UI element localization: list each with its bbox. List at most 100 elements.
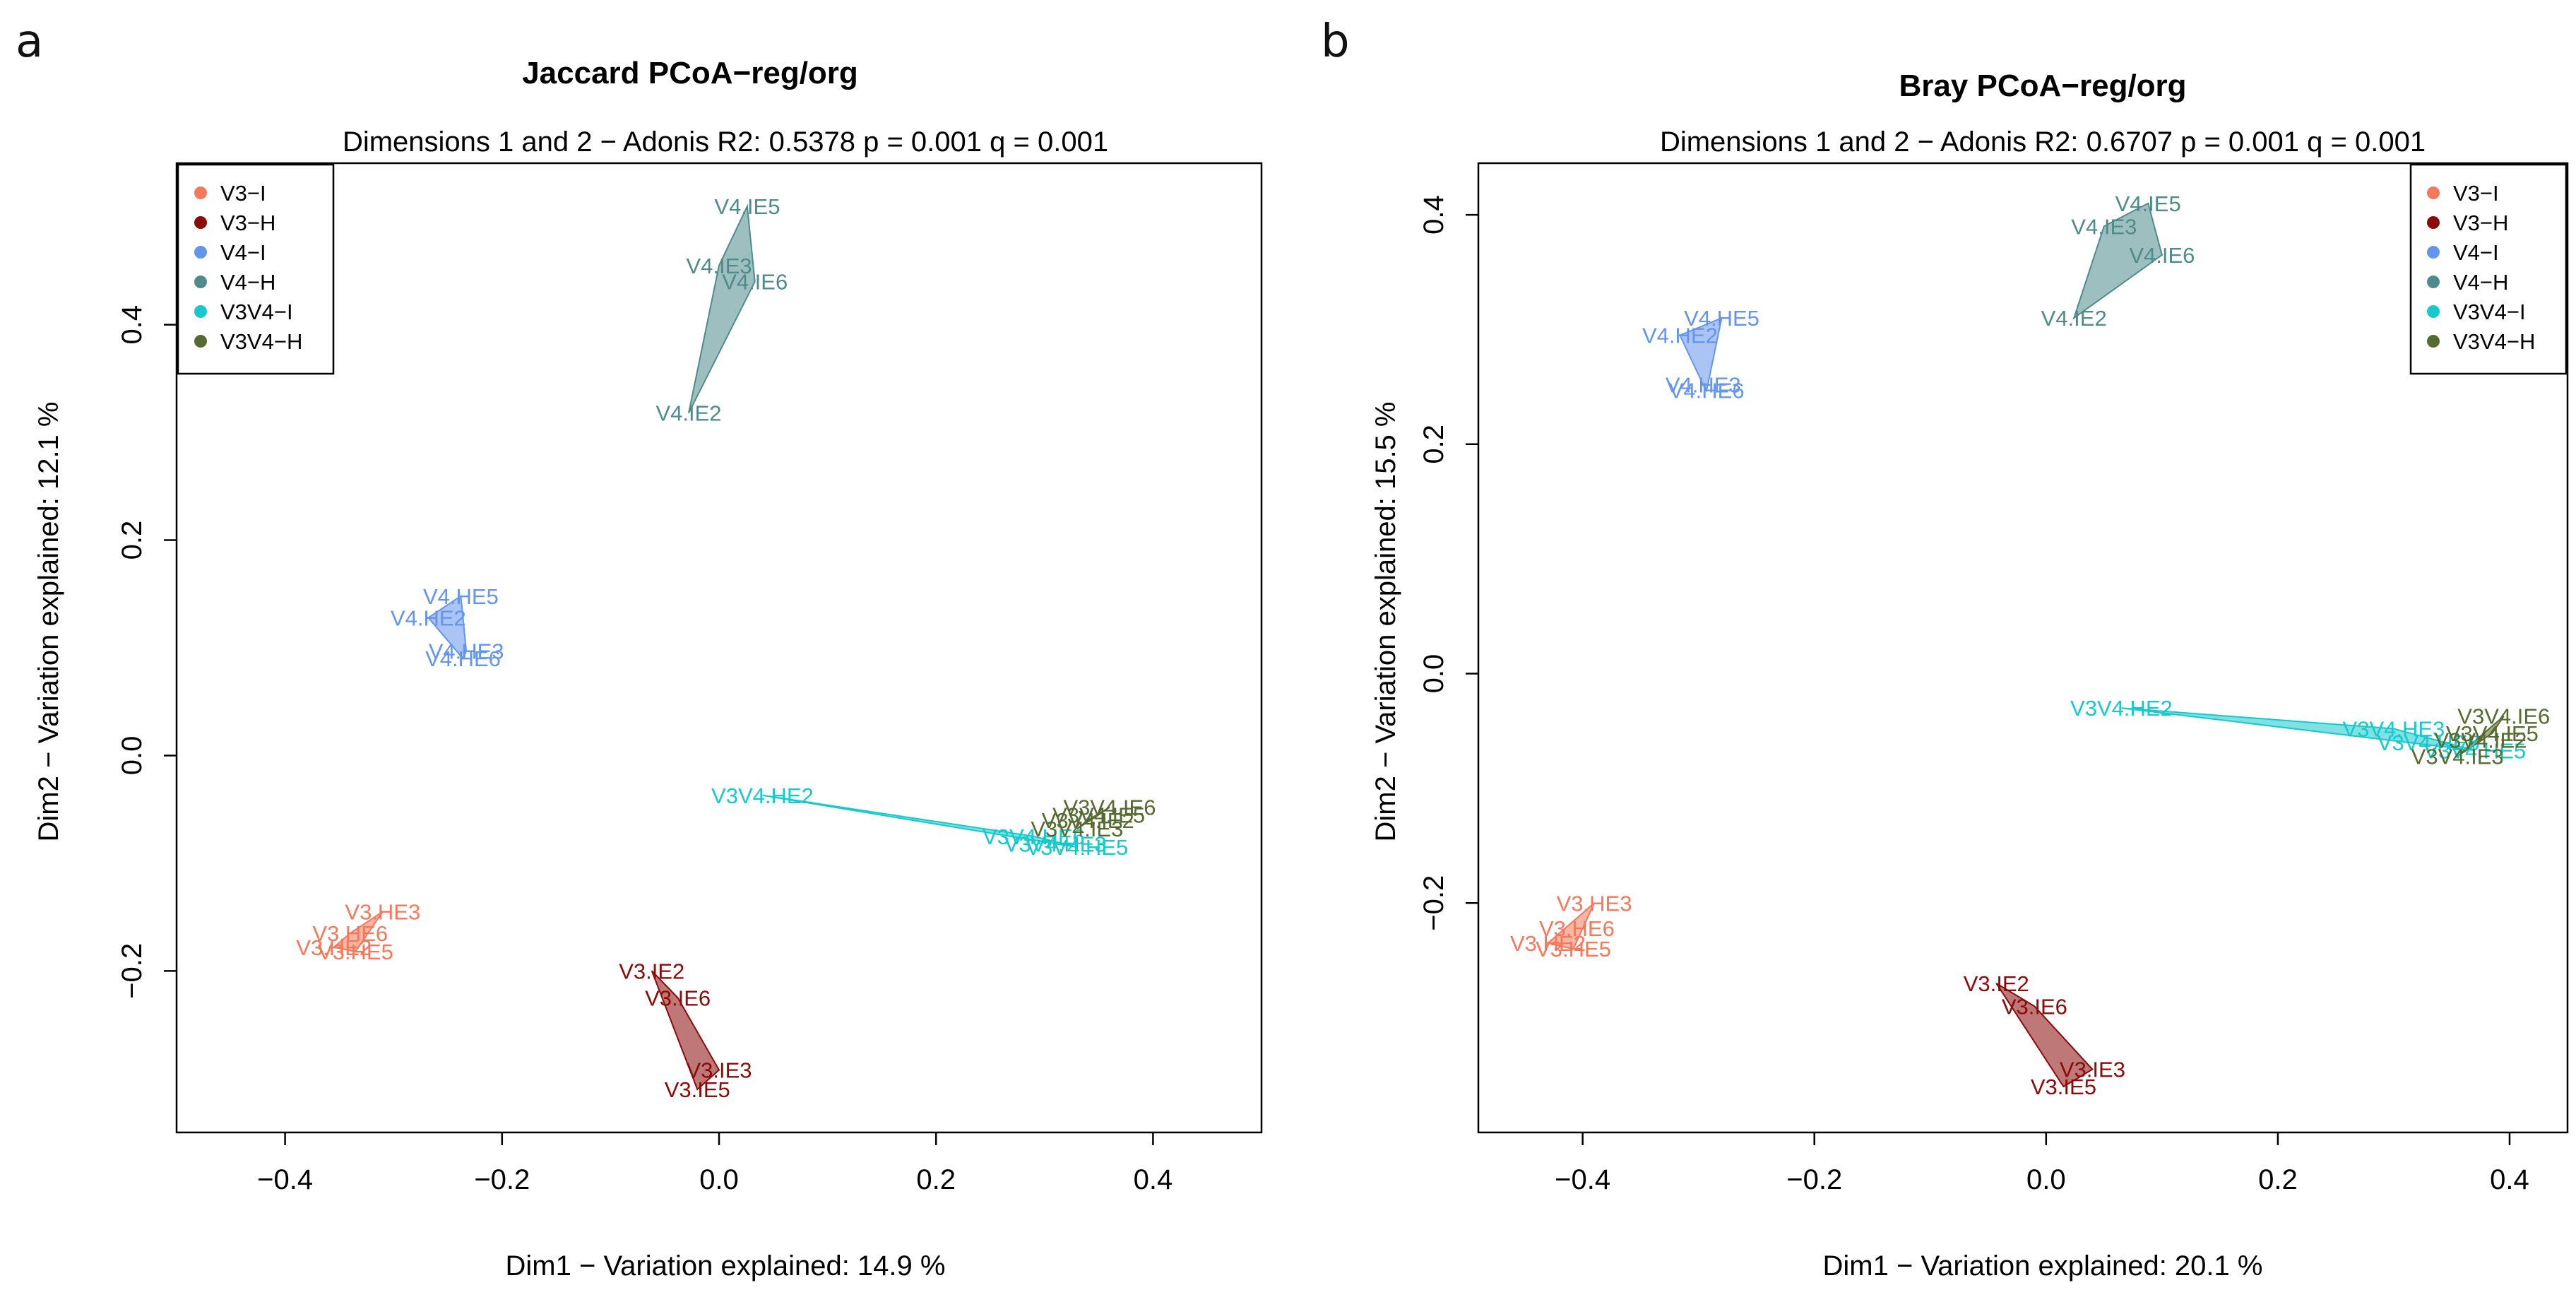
point-label: V4.HE6 bbox=[1669, 378, 1745, 403]
chart-panel-b: b Bray PCoA−reg/org Dimensions 1 and 2 −… bbox=[1288, 0, 2576, 1302]
hull-v4-h bbox=[688, 203, 756, 414]
point-label: V3V4.IE5 bbox=[2446, 721, 2539, 746]
point-label: V4.IE3 bbox=[2071, 214, 2137, 239]
legend-marker bbox=[194, 276, 207, 288]
point-label: V3.IE6 bbox=[2002, 994, 2067, 1019]
point-label: V4.HE2 bbox=[1642, 324, 1718, 348]
legend-marker bbox=[194, 305, 207, 318]
hull-v3-i bbox=[332, 911, 384, 953]
point-label: V4.HE2 bbox=[391, 605, 466, 630]
point-label: V4.HE3 bbox=[429, 639, 504, 664]
hull-v3v4-i bbox=[762, 794, 1078, 848]
legend-marker bbox=[2427, 187, 2440, 199]
point-label: V4.IE6 bbox=[722, 270, 788, 295]
y-tick-label: 0.0 bbox=[1418, 654, 1449, 694]
point-label: V4.IE2 bbox=[2041, 306, 2107, 331]
point-label: V3V4.HE6 bbox=[2378, 730, 2480, 755]
hull-v3-i bbox=[1546, 902, 1595, 950]
hull-v3-h bbox=[651, 970, 720, 1091]
legend-marker bbox=[2427, 276, 2440, 288]
x-tick-label: −0.2 bbox=[474, 1164, 530, 1195]
point-label: V3V4.HE2 bbox=[711, 783, 814, 808]
hull-v4-i bbox=[1679, 316, 1723, 393]
point-label: V3.IE6 bbox=[645, 986, 711, 1010]
point-label: V3V4.HE3 bbox=[2343, 716, 2445, 741]
point-label: V4.HE6 bbox=[425, 646, 501, 671]
hull-v3-h bbox=[1995, 983, 2094, 1088]
legend-entry: V3V4−I bbox=[220, 300, 293, 324]
point-label: V4.IE3 bbox=[686, 254, 752, 278]
point-label: V3.HE3 bbox=[345, 899, 420, 924]
point-label: V4.IE6 bbox=[2129, 243, 2195, 268]
point-label: V3V4.HE6 bbox=[983, 824, 1085, 849]
point-label: V3.HE6 bbox=[1539, 916, 1615, 941]
point-label: V3.IE3 bbox=[686, 1058, 752, 1083]
legend-entry: V3−I bbox=[220, 181, 266, 206]
point-label: V4.HE5 bbox=[1684, 306, 1759, 331]
point-label: V4.IE2 bbox=[655, 401, 721, 426]
point-label: V3V4.IE6 bbox=[2457, 704, 2550, 729]
x-axis-label: Dim1 − Variation explained: 14.9 % bbox=[506, 1250, 946, 1282]
point-label: V3V4.IE2 bbox=[1042, 808, 1134, 833]
point-label: V3V4.HE5 bbox=[1026, 835, 1128, 860]
legend-marker bbox=[2427, 305, 2440, 318]
hull-v3v4-h bbox=[1076, 806, 1110, 829]
chart-subtitle: Dimensions 1 and 2 − Adonis R2: 0.6707 p… bbox=[1660, 126, 2426, 158]
y-tick-label: 0.2 bbox=[117, 521, 148, 560]
point-label: V3.HE3 bbox=[1557, 891, 1632, 916]
point-label: V3.HE5 bbox=[318, 940, 393, 964]
plot-area: −0.4 −0.2 0.0 0.2 0.4−0.20.00.20.4V3.HE3V3.H… bbox=[1418, 162, 2569, 1195]
point-label: V3V4.HE2 bbox=[2070, 696, 2173, 721]
point-label: V4.IE5 bbox=[2115, 191, 2181, 216]
hull-v3v4-h bbox=[2457, 715, 2505, 757]
x-tick-label: −0.4 bbox=[1555, 1164, 1610, 1195]
point-label: V3V4.IE2 bbox=[2434, 728, 2527, 753]
chart-title: Jaccard PCoA−reg/org bbox=[522, 56, 858, 90]
x-tick-label: 0.4 bbox=[2490, 1164, 2529, 1195]
hull-v3v4-i bbox=[2121, 707, 2476, 752]
legend-entry: V4−H bbox=[220, 270, 275, 295]
point-label: V4.IE5 bbox=[714, 194, 780, 219]
y-tick-label: 0.4 bbox=[117, 305, 148, 345]
x-tick-label: 0.0 bbox=[2026, 1164, 2066, 1195]
chart-subtitle: Dimensions 1 and 2 − Adonis R2: 0.5378 p… bbox=[343, 126, 1108, 158]
point-label: V3.HE2 bbox=[296, 935, 372, 960]
point-label: V3.HE5 bbox=[1536, 937, 1611, 961]
x-tick-label: 0.2 bbox=[2258, 1164, 2298, 1195]
legend-entry: V4−I bbox=[220, 240, 266, 265]
legend-entry: V3V4−H bbox=[2453, 329, 2535, 354]
y-tick-label: 0.2 bbox=[1418, 425, 1449, 464]
y-tick-label: −0.2 bbox=[1418, 875, 1449, 931]
plot-frame bbox=[1477, 162, 2569, 1134]
point-label: V3V4.IE3 bbox=[1031, 817, 1123, 841]
legend-entry: V4−H bbox=[2453, 270, 2508, 295]
point-label: V3.IE2 bbox=[1964, 971, 2029, 996]
chart-title: Bray PCoA−reg/org bbox=[1899, 69, 2186, 103]
point-label: V3.HE2 bbox=[1510, 931, 1586, 956]
x-tick-label: 0.2 bbox=[916, 1164, 956, 1195]
legend-marker bbox=[194, 335, 207, 348]
legend: V3−I V3−H V4−I V4−H V3V4−I V3V4−H bbox=[177, 163, 335, 375]
panel-letter-a: a bbox=[16, 16, 43, 68]
legend-entry: V3V4−H bbox=[220, 329, 302, 354]
point-label: V3V4.HE5 bbox=[2423, 738, 2526, 763]
point-label: V3.HE6 bbox=[312, 921, 388, 946]
chart-b: b Bray PCoA−reg/org Dimensions 1 and 2 −… bbox=[1321, 16, 2569, 1282]
plot-area: −0.4 −0.2 0.0 0.2 0.4−0.20.00.20.4V3.HE3V3.H… bbox=[117, 162, 1263, 1195]
y-tick-label: 0.0 bbox=[117, 736, 148, 776]
point-label: V4.HE3 bbox=[1666, 372, 1741, 397]
x-tick-label: −0.4 bbox=[257, 1164, 313, 1195]
y-axis-label: Dim2 − Variation explained: 12.1 % bbox=[33, 402, 64, 842]
legend-entry: V4−I bbox=[2453, 240, 2499, 265]
chart-a: a Jaccard PCoA−reg/org Dimensions 1 and … bbox=[16, 16, 1263, 1282]
point-label: V3.IE5 bbox=[2031, 1075, 2096, 1099]
legend-entry: V3−I bbox=[2453, 181, 2499, 206]
legend-marker bbox=[2427, 246, 2440, 259]
point-label: V3V4.HE3 bbox=[1004, 831, 1107, 856]
point-label: V3.IE2 bbox=[619, 959, 684, 983]
point-label: V3.IE5 bbox=[665, 1077, 730, 1102]
point-label: V4.HE5 bbox=[423, 584, 499, 609]
legend: V3−I V3−H V4−I V4−H V3V4−I V3V4−H bbox=[2409, 163, 2568, 375]
legend-marker bbox=[194, 187, 207, 199]
hull-v4-h bbox=[2072, 202, 2164, 320]
